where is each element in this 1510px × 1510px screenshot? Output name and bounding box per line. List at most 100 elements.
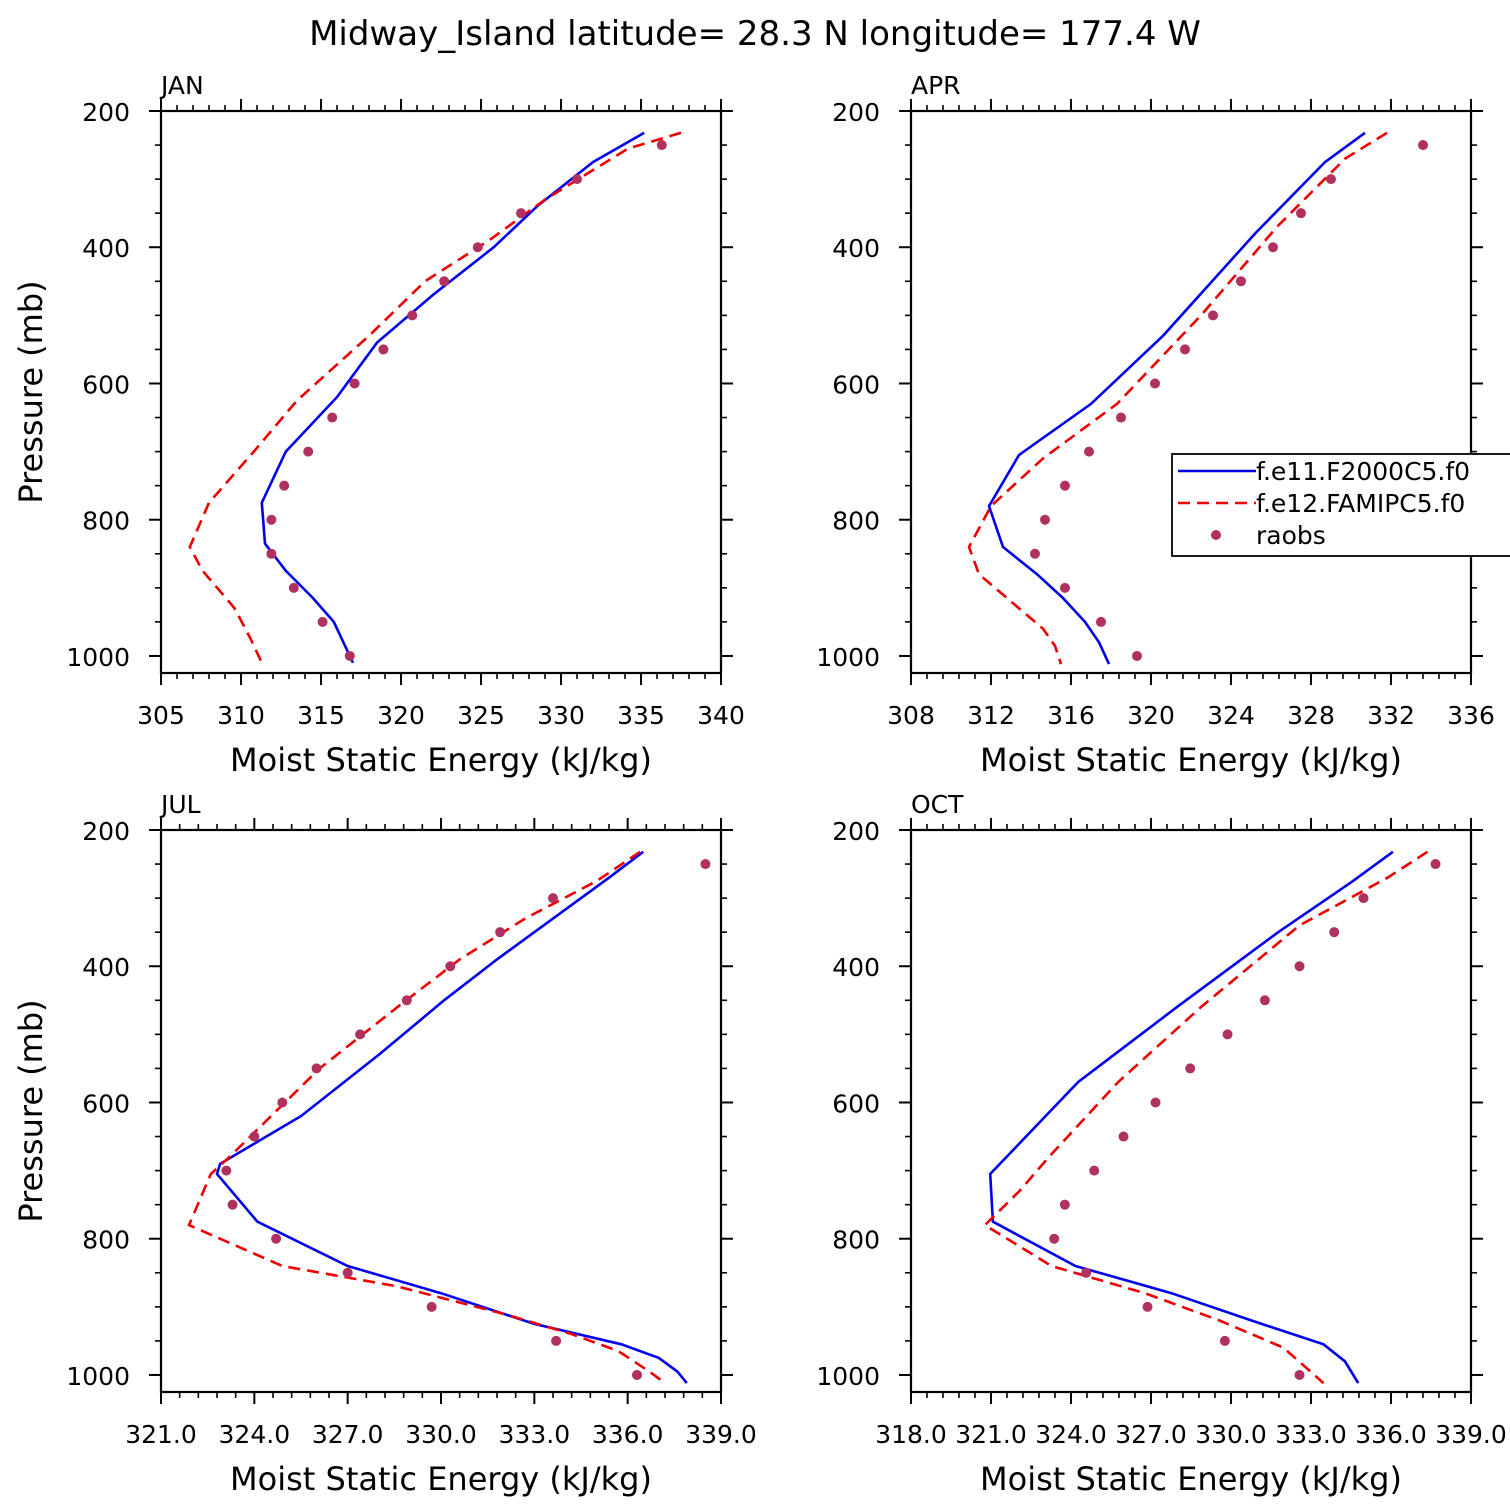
raobs-point	[271, 1233, 282, 1244]
x-tick-label: 324.0	[219, 1420, 291, 1449]
x-tick-label: 308	[887, 701, 935, 730]
raobs-point	[288, 582, 299, 593]
y-tick-label: 600	[82, 370, 130, 399]
y-tick-label: 1000	[66, 1362, 130, 1391]
x-tick-label: 330.0	[405, 1420, 477, 1449]
x-tick-label: 325	[457, 701, 505, 730]
raobs-point	[1268, 242, 1278, 253]
raobs-point	[572, 174, 582, 185]
figure-title: Midway_Island latitude= 28.3 N longitude…	[309, 14, 1201, 54]
y-tick-label: 600	[832, 370, 880, 399]
panels: 305 310 315 320 325 330 335 340 200 400 600 800 1000…	[12, 71, 1510, 1498]
raobs-point	[1081, 1267, 1092, 1278]
raobs-point	[327, 412, 338, 423]
y-tick-label: 800	[832, 507, 880, 536]
y-tick-label: 200	[832, 98, 880, 127]
x-tick-label: 336.0	[1355, 1420, 1427, 1449]
panel-label: OCT	[911, 790, 964, 819]
raobs-point	[1132, 650, 1142, 661]
raobs-point	[1294, 961, 1305, 972]
x-tick-label: 321.0	[955, 1420, 1027, 1449]
raobs-point	[1236, 276, 1246, 287]
raobs-point	[1084, 446, 1094, 457]
x-tick-label: 305	[137, 701, 185, 730]
raobs-point	[426, 1301, 437, 1312]
raobs-point	[227, 1199, 238, 1210]
raobs-point	[344, 650, 355, 661]
x-tick-label: 330.0	[1195, 1420, 1267, 1449]
series-f-e11-line	[988, 850, 1394, 1384]
raobs-point	[1096, 616, 1106, 627]
x-axis-label: Moist Static Energy (kJ/kg)	[980, 1460, 1402, 1498]
raobs-point	[1326, 174, 1336, 185]
raobs-point	[700, 859, 711, 870]
raobs-point	[1430, 859, 1441, 870]
y-tick-label: 800	[82, 507, 130, 536]
x-tick-label: 333.0	[499, 1420, 571, 1449]
legend-raobs-marker	[1211, 530, 1221, 540]
x-tick-label: 327.0	[1115, 1420, 1187, 1449]
x-tick-label: 340	[697, 701, 745, 730]
y-axis-label: Pressure (mb)	[12, 280, 50, 503]
raobs-point	[277, 1097, 288, 1108]
panel-apr: 308 312 316 320 324 328 332 336 200 400 600 800 1000…	[816, 71, 1494, 779]
raobs-point	[516, 208, 526, 219]
x-tick-label: 321.0	[125, 1420, 197, 1449]
x-tick-label: 330	[537, 701, 585, 730]
raobs-point	[349, 378, 360, 389]
raobs-point	[548, 893, 558, 904]
x-axis-label: Moist Static Energy (kJ/kg)	[230, 741, 652, 779]
x-tick-label: 312	[967, 701, 1015, 730]
raobs-point	[439, 276, 450, 287]
raobs-point	[1060, 480, 1070, 491]
series-f-e11-line	[260, 131, 645, 664]
x-tick-label: 318.0	[875, 1420, 947, 1449]
raobs-point	[279, 480, 290, 491]
raobs-point	[1418, 140, 1428, 151]
raobs-point	[311, 1063, 322, 1074]
series-f-e12-line	[187, 850, 666, 1385]
raobs-point	[1142, 1301, 1153, 1312]
plot-frame	[909, 828, 1473, 1394]
raobs-point	[355, 1029, 366, 1040]
raobs-point	[656, 140, 667, 151]
raobs-point	[1049, 1233, 1060, 1244]
raobs-point	[401, 995, 412, 1006]
legend-label: f.e11.F2000C5.f0	[1256, 457, 1470, 486]
raobs-point	[445, 961, 456, 972]
raobs-point	[1180, 344, 1190, 355]
x-tick-label: 339.0	[1435, 1420, 1507, 1449]
x-tick-label: 315	[297, 701, 345, 730]
series-f-e12-line	[982, 850, 1429, 1385]
raobs-point	[1150, 1097, 1161, 1108]
x-tick-label: 328	[1287, 701, 1335, 730]
raobs-point	[1222, 1029, 1233, 1040]
raobs-point	[266, 548, 277, 559]
y-tick-label: 1000	[816, 1362, 880, 1391]
raobs-point	[1208, 310, 1218, 321]
plot-frame	[909, 109, 1473, 675]
plot-frame	[159, 109, 723, 675]
raobs-point	[303, 446, 314, 457]
x-tick-label: 324.0	[1035, 1420, 1107, 1449]
raobs-point	[1059, 1199, 1070, 1210]
y-tick-label: 800	[82, 1226, 130, 1255]
x-tick-label: 339.0	[685, 1420, 757, 1449]
x-tick-label: 336	[1447, 701, 1495, 730]
x-tick-label: 324	[1207, 701, 1255, 730]
plot-frame	[159, 828, 723, 1394]
raobs-point	[1294, 1369, 1305, 1380]
raobs-point	[1329, 927, 1340, 938]
raobs-point	[1185, 1063, 1196, 1074]
y-tick-label: 800	[832, 1226, 880, 1255]
y-tick-label: 600	[82, 1089, 130, 1118]
raobs-point	[407, 310, 418, 321]
panel-label: APR	[911, 71, 961, 100]
panel-label: JUL	[159, 790, 201, 819]
raobs-point	[1116, 412, 1126, 423]
raobs-point	[221, 1165, 232, 1176]
y-tick-label: 400	[832, 234, 880, 263]
x-tick-label: 335	[617, 701, 665, 730]
raobs-point	[249, 1131, 260, 1142]
raobs-point	[551, 1335, 562, 1346]
